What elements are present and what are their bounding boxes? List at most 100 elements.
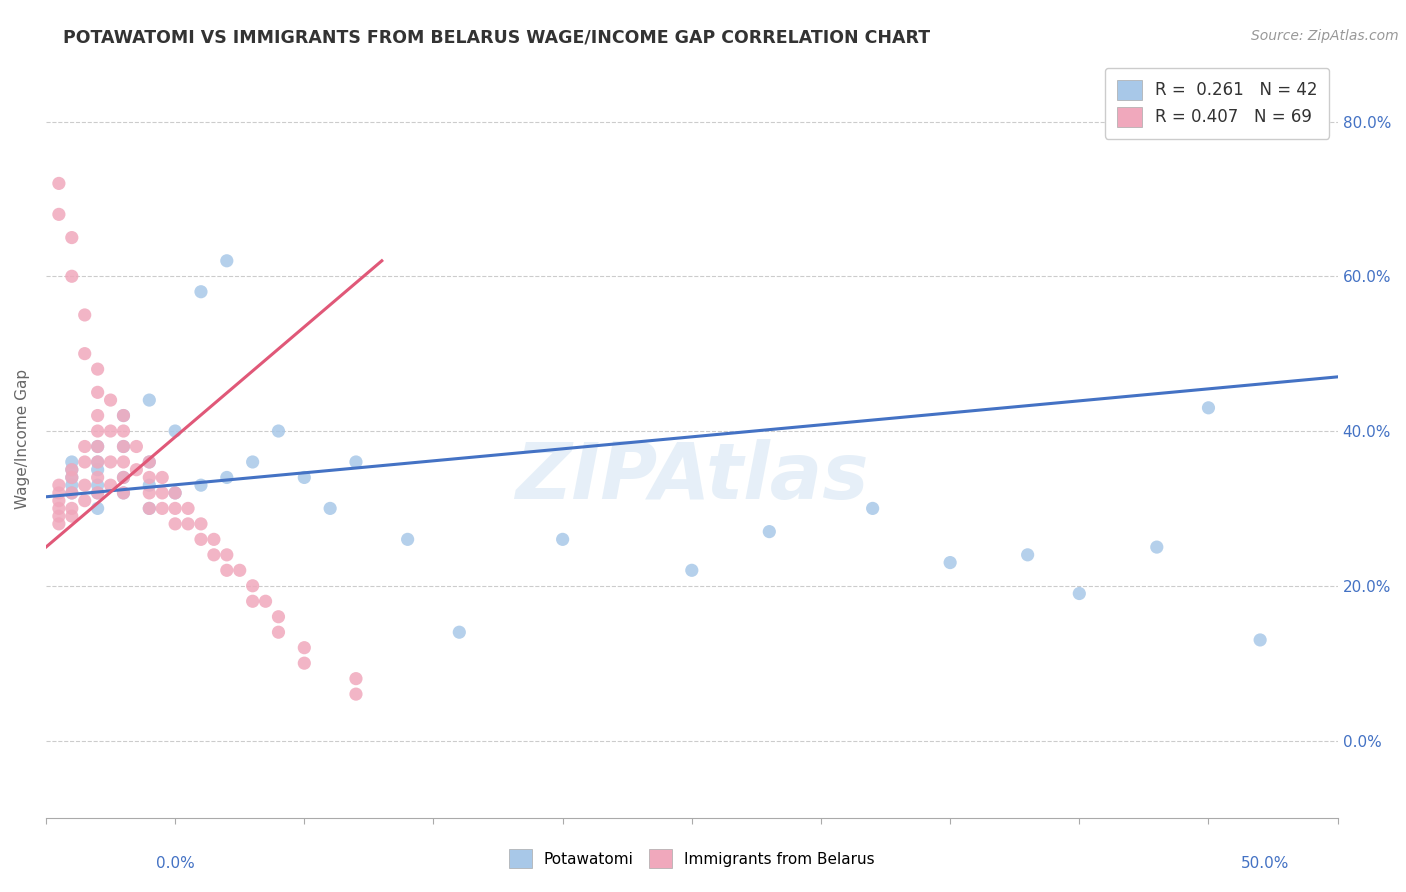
Point: [267, 424, 290, 438]
Point: [112, 424, 135, 438]
Point: [1198, 401, 1220, 415]
Point: [202, 533, 225, 547]
Point: [86, 385, 108, 400]
Point: [202, 548, 225, 562]
Point: [125, 463, 148, 477]
Point: [73, 346, 96, 360]
Point: [86, 455, 108, 469]
Point: [228, 563, 250, 577]
Point: [939, 556, 962, 570]
Point: [60, 470, 83, 484]
Point: [86, 486, 108, 500]
Point: [292, 470, 315, 484]
Point: [48, 478, 70, 492]
Point: [681, 563, 703, 577]
Point: [112, 470, 135, 484]
Point: [242, 579, 264, 593]
Y-axis label: Wage/Income Gap: Wage/Income Gap: [15, 368, 30, 508]
Point: [60, 463, 83, 477]
Point: [73, 455, 96, 469]
Point: [215, 470, 238, 484]
Point: [215, 548, 238, 562]
Point: [177, 501, 200, 516]
Point: [190, 533, 212, 547]
Point: [215, 253, 238, 268]
Point: [138, 393, 160, 408]
Point: [190, 285, 212, 299]
Point: [100, 478, 122, 492]
Point: [112, 440, 135, 454]
Point: [254, 594, 277, 608]
Point: [86, 501, 108, 516]
Point: [190, 516, 212, 531]
Point: [86, 362, 108, 376]
Point: [138, 455, 160, 469]
Point: [60, 478, 83, 492]
Point: [319, 501, 342, 516]
Point: [48, 516, 70, 531]
Point: [60, 455, 83, 469]
Point: [138, 455, 160, 469]
Point: [165, 486, 187, 500]
Point: [112, 440, 135, 454]
Point: [86, 470, 108, 484]
Point: [48, 493, 70, 508]
Point: [86, 455, 108, 469]
Point: [112, 409, 135, 423]
Point: [165, 486, 187, 500]
Point: [242, 455, 264, 469]
Point: [150, 486, 173, 500]
Point: [73, 308, 96, 322]
Point: [60, 269, 83, 284]
Text: 0.0%: 0.0%: [156, 856, 195, 871]
Text: 50.0%: 50.0%: [1241, 856, 1289, 871]
Point: [758, 524, 780, 539]
Point: [86, 440, 108, 454]
Point: [60, 509, 83, 524]
Point: [86, 478, 108, 492]
Point: [86, 463, 108, 477]
Point: [150, 501, 173, 516]
Point: [177, 516, 200, 531]
Point: [86, 424, 108, 438]
Point: [125, 440, 148, 454]
Point: [242, 594, 264, 608]
Point: [165, 516, 187, 531]
Point: [60, 230, 83, 244]
Point: [344, 687, 367, 701]
Point: [215, 563, 238, 577]
Point: [1249, 632, 1271, 647]
Point: [100, 393, 122, 408]
Point: [862, 501, 884, 516]
Point: [165, 501, 187, 516]
Point: [86, 486, 108, 500]
Point: [60, 463, 83, 477]
Point: [344, 455, 367, 469]
Point: [112, 470, 135, 484]
Point: [551, 533, 574, 547]
Point: [138, 501, 160, 516]
Point: [138, 486, 160, 500]
Point: [396, 533, 419, 547]
Point: [138, 501, 160, 516]
Point: [60, 486, 83, 500]
Point: [86, 409, 108, 423]
Point: [112, 486, 135, 500]
Point: [138, 478, 160, 492]
Point: [100, 455, 122, 469]
Text: Source: ZipAtlas.com: Source: ZipAtlas.com: [1251, 29, 1399, 43]
Point: [73, 493, 96, 508]
Point: [1069, 586, 1091, 600]
Point: [267, 625, 290, 640]
Point: [138, 470, 160, 484]
Point: [100, 424, 122, 438]
Point: [48, 177, 70, 191]
Point: [60, 486, 83, 500]
Legend: R =  0.261   N = 42, R = 0.407   N = 69: R = 0.261 N = 42, R = 0.407 N = 69: [1105, 68, 1329, 138]
Point: [48, 501, 70, 516]
Point: [150, 470, 173, 484]
Point: [112, 455, 135, 469]
Text: ZIPAtlas: ZIPAtlas: [515, 439, 869, 515]
Point: [267, 609, 290, 624]
Point: [112, 409, 135, 423]
